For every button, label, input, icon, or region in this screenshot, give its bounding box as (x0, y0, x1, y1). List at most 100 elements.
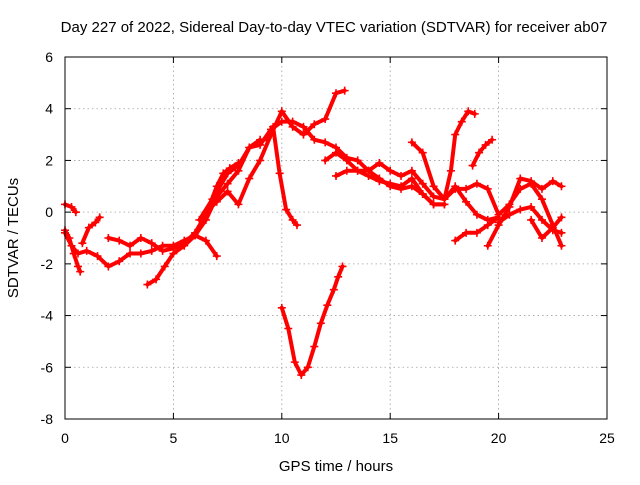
data-point (407, 166, 416, 175)
data-point (136, 249, 145, 258)
data-point (464, 107, 473, 116)
y-tick-label: 6 (45, 49, 53, 65)
data-point (516, 174, 525, 183)
data-point (65, 234, 74, 242)
data-point (429, 182, 438, 191)
data-point (418, 179, 427, 188)
data-point (475, 148, 484, 157)
data-point (310, 135, 319, 144)
data-point (147, 239, 156, 248)
data-point (505, 202, 514, 211)
data-point (462, 197, 471, 206)
data-point (329, 285, 338, 294)
data-point (223, 179, 232, 188)
data-point (169, 249, 178, 258)
data-point (505, 210, 514, 219)
series-sat-o (470, 137, 495, 168)
series-layer (61, 86, 566, 380)
series-sat-c (63, 202, 78, 215)
data-point (245, 174, 254, 183)
data-point (288, 215, 297, 224)
data-point (397, 182, 406, 191)
data-point (527, 202, 536, 211)
data-point (527, 215, 536, 224)
data-point (451, 130, 460, 139)
data-point (126, 241, 135, 250)
data-point (115, 257, 124, 266)
data-point (256, 140, 265, 149)
series-sat-f (145, 137, 263, 287)
data-point (104, 262, 113, 271)
data-point (136, 234, 145, 242)
data-point (115, 236, 124, 245)
data-point (457, 117, 466, 126)
data-point (537, 184, 546, 193)
data-point (332, 171, 340, 180)
data-point (527, 177, 536, 186)
data-point (292, 221, 301, 230)
data-point (323, 301, 332, 310)
data-point (299, 130, 308, 139)
data-point (488, 135, 497, 144)
data-point (481, 140, 490, 149)
data-point (548, 223, 557, 232)
data-point (321, 156, 330, 165)
data-point (353, 166, 362, 175)
data-point (212, 252, 221, 261)
series-sat-j (279, 264, 345, 377)
chart-title: Day 227 of 2022, Sidereal Day-to-day VTE… (61, 19, 608, 36)
data-point (284, 324, 293, 333)
data-point (84, 223, 93, 232)
y-tick-label: 4 (45, 101, 53, 117)
data-point (310, 120, 319, 129)
data-point (557, 182, 566, 191)
data-point (93, 252, 102, 261)
data-point (332, 89, 340, 98)
data-point (223, 187, 232, 196)
data-point (277, 303, 286, 312)
series-sat-s (529, 215, 564, 240)
data-point (537, 195, 546, 204)
data-point (451, 236, 460, 245)
data-point (208, 195, 217, 204)
data-point (67, 202, 76, 211)
x-tick-label: 25 (599, 430, 615, 446)
x-tick-label: 5 (170, 430, 178, 446)
data-point (386, 179, 395, 188)
data-point (472, 210, 481, 219)
y-tick-label: 2 (45, 152, 53, 168)
data-point (69, 249, 78, 258)
data-point (364, 171, 373, 180)
data-point (71, 208, 80, 217)
data-point (201, 236, 210, 245)
data-point (429, 200, 438, 209)
data-point (95, 213, 104, 222)
data-point (446, 166, 455, 175)
data-point (275, 169, 284, 178)
y-tick-label: -6 (41, 359, 54, 375)
data-point (462, 184, 471, 193)
data-point (78, 239, 87, 248)
data-point (429, 192, 438, 201)
data-point (472, 179, 481, 188)
grid (65, 57, 607, 419)
series-sat-e (106, 161, 241, 253)
data-point (407, 138, 416, 147)
data-point (297, 371, 306, 380)
data-point (180, 241, 189, 250)
y-tick-label: 0 (45, 204, 53, 220)
data-point (152, 275, 161, 284)
data-point (537, 215, 546, 224)
data-point (74, 262, 83, 271)
data-point (277, 107, 286, 116)
x-tick-label: 20 (491, 430, 507, 446)
data-point (91, 218, 100, 227)
series-sat-h (203, 88, 347, 215)
data-point (418, 190, 427, 199)
data-point (483, 184, 492, 193)
data-point (468, 161, 477, 170)
data-point (483, 221, 492, 230)
plot-frame (64, 56, 608, 420)
data-point (288, 122, 297, 131)
data-point (483, 241, 492, 250)
